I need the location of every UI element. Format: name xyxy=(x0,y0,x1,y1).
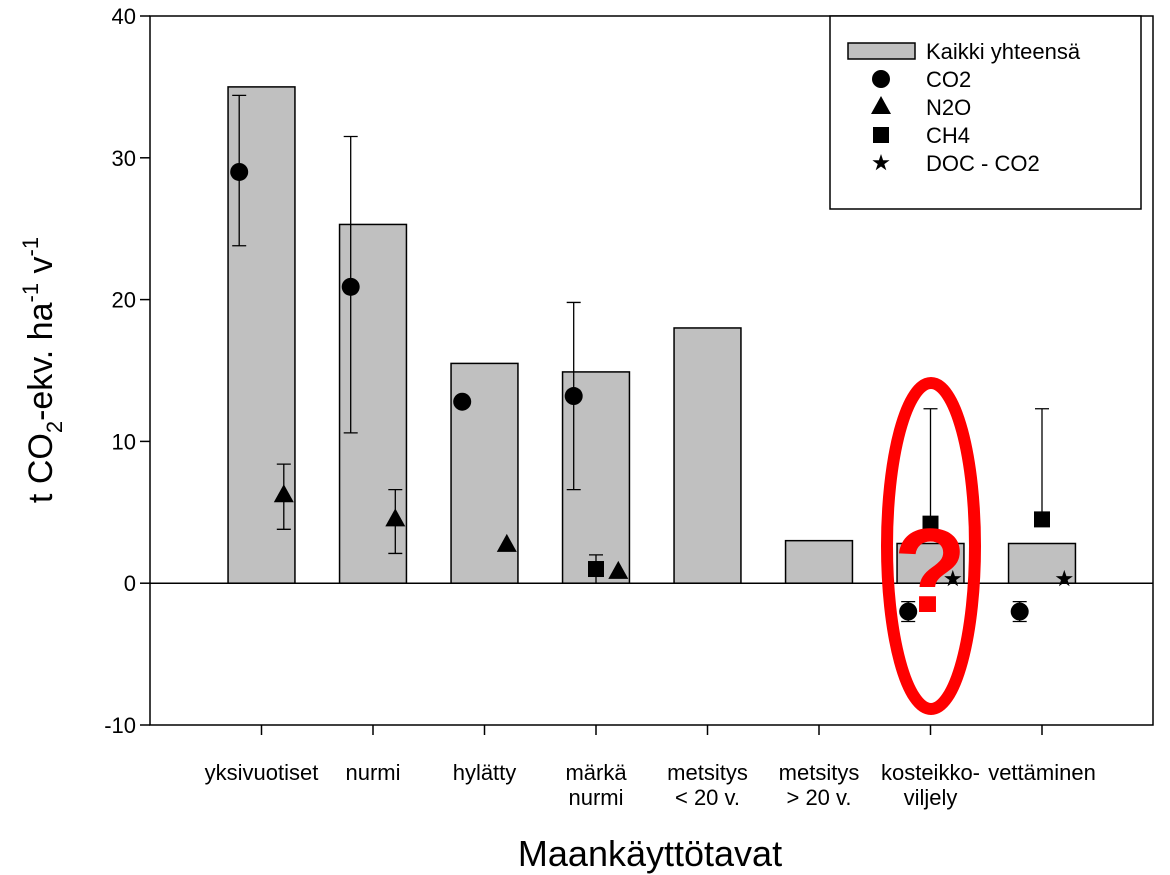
marker-square xyxy=(1034,511,1050,528)
legend-label: CO2 xyxy=(926,67,971,92)
y-axis-title: t CO2-ekv. ha-1 v-1 xyxy=(18,237,67,503)
x-tick-label: märkä nurmi xyxy=(565,760,627,810)
marker-circle xyxy=(564,387,583,406)
marker-circle xyxy=(1010,602,1029,621)
x-tick-line: < 20 v. xyxy=(675,785,740,810)
x-tick-line: metsitys xyxy=(667,760,748,785)
x-tick-line: viljely xyxy=(904,785,958,810)
legend-swatch xyxy=(847,42,916,60)
error-bar xyxy=(923,408,938,524)
x-tick-label: kosteikko-viljely xyxy=(881,760,980,810)
x-tick-label: vettäminen xyxy=(988,760,1096,785)
x-tick-label: metsitys > 20 v. xyxy=(779,760,860,810)
y-title-part: t CO xyxy=(22,433,60,503)
y-tick-label: 30 xyxy=(112,146,136,171)
y-title-part: v xyxy=(22,256,60,282)
x-tick-label: hylätty xyxy=(453,760,517,785)
y-title-part: -ekv. ha xyxy=(22,302,60,421)
y-tick-label: 20 xyxy=(112,288,136,313)
marker-triangle xyxy=(496,533,517,552)
x-tick-label: yksivuotiset xyxy=(205,760,319,785)
marker-square xyxy=(873,127,889,143)
x-tick-line: kosteikko- xyxy=(881,760,980,785)
x-tick-line: nurmi xyxy=(568,785,623,810)
marker-circle xyxy=(872,70,890,88)
bar xyxy=(784,539,854,584)
marker-circle xyxy=(453,392,472,411)
marker-circle xyxy=(230,162,249,181)
x-tick-line: yksivuotiset xyxy=(205,760,319,785)
marker-circle xyxy=(899,602,918,621)
marker-star xyxy=(872,154,890,171)
x-tick-label: nurmi xyxy=(345,760,400,785)
legend-label: CH4 xyxy=(926,123,970,148)
y-title-part: -1 xyxy=(18,283,43,303)
x-tick-line: metsitys xyxy=(779,760,860,785)
x-tick-line: > 20 v. xyxy=(786,785,851,810)
x-tick-line: vettäminen xyxy=(988,760,1096,785)
error-bar xyxy=(1035,408,1049,520)
marker-triangle xyxy=(608,560,629,579)
y-tick-label: -10 xyxy=(104,713,136,738)
marker-triangle xyxy=(273,484,294,503)
x-tick-line: nurmi xyxy=(345,760,400,785)
marker-square xyxy=(922,515,939,532)
y-title-part: 2 xyxy=(42,421,67,433)
legend-label: N2O xyxy=(926,95,971,120)
marker-star xyxy=(944,569,962,587)
y-tick-label: 40 xyxy=(112,4,136,29)
x-tick-line: märkä xyxy=(565,760,627,785)
highlight-ellipse xyxy=(881,377,981,715)
bar xyxy=(227,86,296,584)
y-tick-label: 10 xyxy=(112,429,136,454)
annotation: ? xyxy=(893,504,966,638)
legend-label: Kaikki yhteensä xyxy=(926,39,1081,64)
marker-star xyxy=(1055,569,1073,587)
y-tick-label: 0 xyxy=(124,571,136,596)
marker-triangle xyxy=(385,508,406,527)
marker-circle xyxy=(341,277,360,296)
marker-triangle xyxy=(871,96,891,114)
x-axis-title: Maankäyttötavat xyxy=(518,833,782,874)
marker-square xyxy=(588,561,604,578)
x-tick-label: metsitys < 20 v. xyxy=(667,760,748,810)
plot-frame xyxy=(149,15,1154,726)
x-tick-line: hylätty xyxy=(453,760,517,785)
bar xyxy=(673,327,742,584)
y-title-part: -1 xyxy=(18,237,43,257)
legend-label: DOC - CO2 xyxy=(926,151,1040,176)
